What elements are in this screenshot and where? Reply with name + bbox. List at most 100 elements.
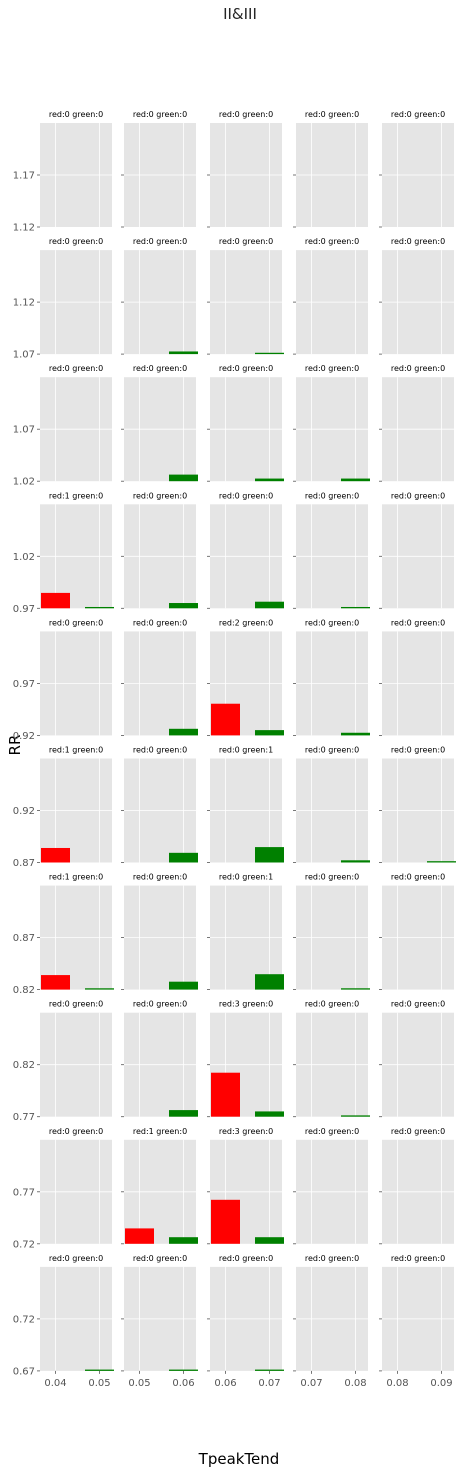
y-tick-label: 0.92 (13, 731, 35, 742)
green-bar (255, 1237, 284, 1244)
green-bar (255, 352, 284, 355)
red-bar (41, 592, 70, 609)
panel-title: red:0 green:0 (133, 110, 187, 119)
panel-grid: red:0 green:0 1.12 1.17 red:0 green:0 red:0 … (13, 110, 456, 1389)
x-tick-label: 0.09 (430, 1378, 452, 1389)
panel-title: red:1 green:0 (49, 873, 103, 882)
x-tick-label: 0.05 (88, 1378, 110, 1389)
panel-title: red:3 green:0 (219, 1000, 273, 1009)
panel-title: red:3 green:0 (219, 1127, 273, 1136)
y-tick-label: 0.82 (13, 985, 35, 996)
y-tick-label: 1.02 (13, 477, 35, 488)
panel-title: red:0 green:0 (305, 1254, 359, 1263)
panel-title: red:0 green:0 (133, 1000, 187, 1009)
panel-title: red:0 green:0 (391, 1127, 445, 1136)
y-tick-label: 1.17 (13, 171, 35, 182)
panel-title: red:0 green:1 (219, 873, 273, 882)
green-bar (169, 1369, 198, 1371)
y-tick-label: 0.87 (13, 933, 35, 944)
panel-title: red:0 green:0 (305, 618, 359, 627)
x-axis-label: TpeakTend (198, 1450, 280, 1468)
y-tick-label: 0.72 (13, 1239, 35, 1250)
panel-title: red:0 green:0 (49, 1127, 103, 1136)
y-tick-label: 1.12 (13, 298, 35, 309)
panel-title: red:0 green:0 (305, 873, 359, 882)
y-axis-label: RR (6, 735, 24, 756)
y-tick-label: 1.07 (13, 425, 35, 436)
panel-title: red:0 green:0 (49, 237, 103, 246)
green-bar (427, 861, 456, 863)
panel-title: red:0 green:0 (305, 491, 359, 500)
green-bar (169, 1237, 198, 1244)
y-tick-label: 1.12 (13, 223, 35, 234)
green-bar (255, 601, 284, 609)
y-tick-label: 0.87 (13, 858, 35, 869)
x-tick-label: 0.08 (344, 1378, 366, 1389)
green-bar (255, 1369, 284, 1371)
panel-title: red:0 green:0 (133, 237, 187, 246)
y-tick-label: 0.67 (13, 1366, 35, 1377)
panel-title: red:0 green:0 (305, 1000, 359, 1009)
panel-title: red:0 green:0 (219, 364, 273, 373)
panel-title: red:0 green:0 (305, 110, 359, 119)
green-bar (169, 728, 198, 736)
green-bar (85, 606, 114, 609)
panel-title: red:0 green:0 (219, 237, 273, 246)
panel-title: red:0 green:0 (219, 491, 273, 500)
green-bar (169, 351, 198, 355)
red-bar (211, 1072, 240, 1117)
green-bar (255, 974, 284, 990)
green-bar (341, 478, 370, 482)
green-bar (169, 603, 198, 609)
green-bar (341, 606, 370, 609)
x-tick-label: 0.05 (128, 1378, 150, 1389)
panel-title: red:0 green:0 (219, 110, 273, 119)
panel-title: red:0 green:0 (391, 618, 445, 627)
panel-title: red:0 green:0 (49, 1000, 103, 1009)
chart-title: II&III (223, 5, 257, 23)
panel-title: red:0 green:1 (219, 746, 273, 755)
green-bar (341, 860, 370, 863)
green-bar (85, 1369, 114, 1371)
panel-title: red:0 green:0 (391, 237, 445, 246)
panel-title: red:0 green:0 (133, 1254, 187, 1263)
x-tick-label: 0.06 (172, 1378, 194, 1389)
y-tick-label: 0.97 (13, 604, 35, 615)
panel-title: red:0 green:0 (305, 364, 359, 373)
y-tick-label: 0.82 (13, 1060, 35, 1071)
panel-title: red:0 green:0 (391, 1254, 445, 1263)
green-bar (341, 732, 370, 736)
panel-title: red:0 green:0 (305, 746, 359, 755)
panel-title: red:2 green:0 (219, 618, 273, 627)
panel-title: red:0 green:0 (391, 364, 445, 373)
y-tick-label: 0.97 (13, 679, 35, 690)
green-bar (255, 847, 284, 863)
panel-title: red:0 green:0 (133, 873, 187, 882)
green-bar (341, 988, 370, 990)
y-tick-label: 0.77 (13, 1112, 35, 1123)
panel-title: red:0 green:0 (133, 491, 187, 500)
panel-title: red:1 green:0 (49, 746, 103, 755)
x-tick-label: 0.08 (386, 1378, 408, 1389)
green-bar (169, 981, 198, 990)
y-tick-label: 0.92 (13, 806, 35, 817)
x-tick-label: 0.06 (214, 1378, 236, 1389)
green-bar (169, 852, 198, 863)
panel-title: red:0 green:0 (219, 1254, 273, 1263)
panel-title: red:1 green:0 (133, 1127, 187, 1136)
red-bar (41, 975, 70, 990)
x-tick-label: 0.07 (300, 1378, 322, 1389)
panel-title: red:0 green:0 (305, 1127, 359, 1136)
panel-title: red:0 green:0 (391, 491, 445, 500)
green-bar (169, 474, 198, 482)
x-tick-label: 0.07 (258, 1378, 280, 1389)
panel-title: red:0 green:0 (133, 746, 187, 755)
panel-title: red:0 green:0 (391, 1000, 445, 1009)
green-bar (341, 1115, 370, 1117)
green-bar (255, 478, 284, 482)
red-bar (211, 703, 240, 736)
panel-title: red:0 green:0 (391, 746, 445, 755)
panel-title: red:0 green:0 (49, 364, 103, 373)
panel-title: red:0 green:0 (49, 1254, 103, 1263)
